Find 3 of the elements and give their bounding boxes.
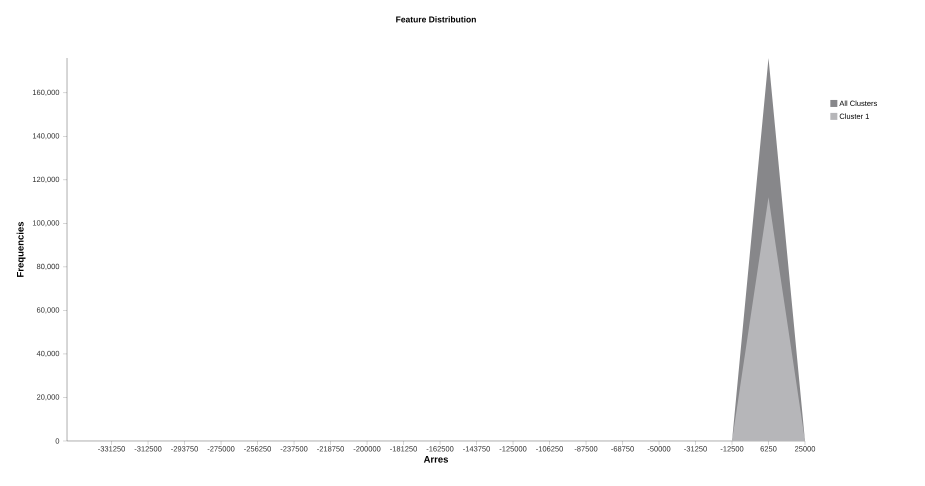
x-axis-title: Arres [424,456,448,463]
y-axis-title: Frequencies [16,222,26,277]
chart-title: Feature Distribution [396,16,476,22]
